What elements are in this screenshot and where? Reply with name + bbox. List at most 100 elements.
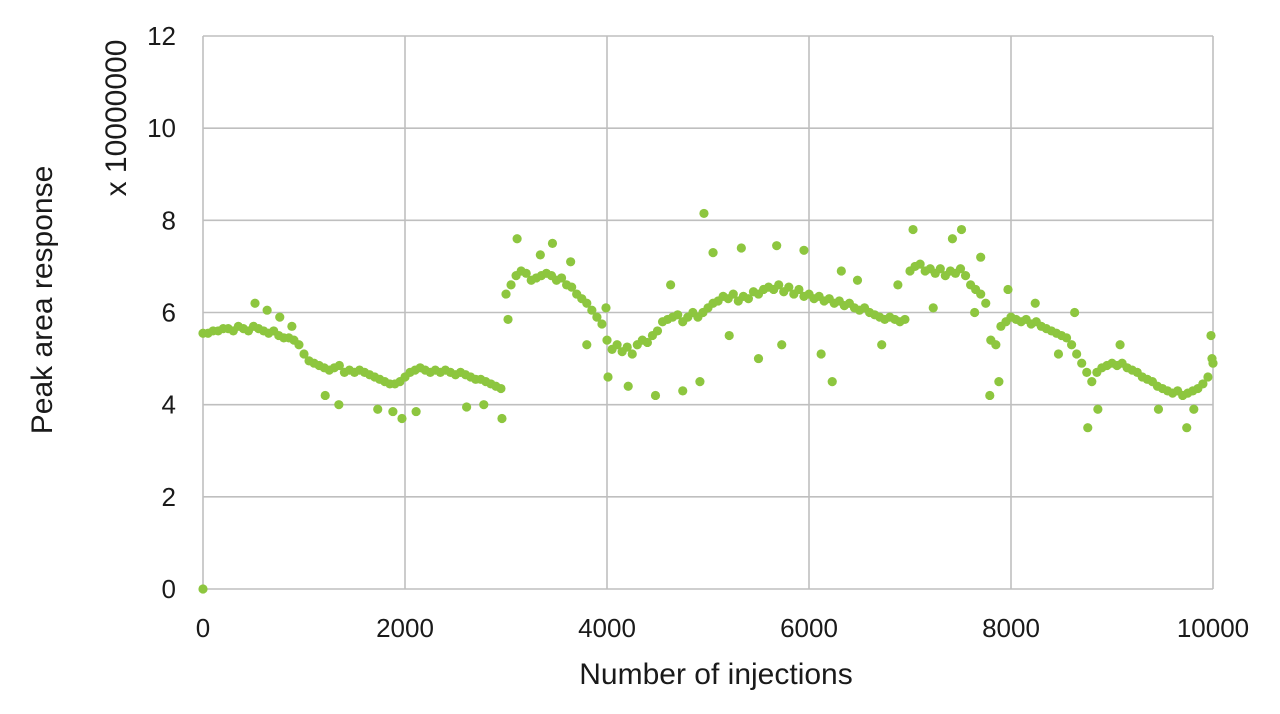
data-points [198, 208, 1218, 594]
data-point [695, 377, 705, 387]
data-point [708, 247, 718, 258]
data-point [673, 310, 683, 320]
y-axis-title: Peak area response [26, 166, 59, 435]
data-point [642, 337, 653, 348]
data-point [462, 402, 472, 412]
data-point [827, 377, 837, 387]
data-point [1070, 307, 1080, 318]
data-point [602, 335, 612, 345]
data-point [985, 390, 995, 401]
data-point [622, 342, 632, 352]
y-tick-label: 10 [147, 113, 176, 143]
data-point [198, 584, 208, 594]
data-point [956, 224, 967, 235]
data-point [928, 303, 938, 313]
data-point [287, 321, 297, 331]
data-point [320, 390, 330, 401]
data-point [652, 326, 663, 336]
data-point [612, 340, 622, 350]
data-point [299, 349, 309, 359]
data-point [743, 294, 754, 304]
data-point [1003, 284, 1013, 295]
data-point [877, 340, 887, 350]
data-point [294, 340, 304, 350]
data-point [567, 282, 577, 292]
data-point [582, 340, 592, 350]
data-point [597, 319, 607, 329]
data-point [1153, 404, 1164, 414]
data-point [753, 353, 764, 364]
data-point [650, 390, 661, 401]
data-point [852, 275, 863, 285]
y-tick-label: 2 [162, 482, 176, 512]
y-tick-label: 6 [162, 298, 176, 328]
data-point [976, 252, 986, 262]
data-point [627, 349, 637, 359]
data-point [388, 406, 398, 417]
y-tick-label: 4 [162, 390, 176, 420]
x-axis-title: Number of injections [579, 658, 852, 691]
x-tick-label: 4000 [578, 613, 636, 643]
data-point [970, 307, 980, 318]
data-point [497, 413, 507, 424]
data-point [699, 208, 709, 219]
data-point [784, 282, 794, 292]
data-point [836, 266, 846, 276]
data-point [1053, 349, 1064, 359]
data-point [411, 406, 421, 417]
data-point [777, 340, 787, 350]
data-point [556, 273, 567, 283]
y-tick-label: 0 [162, 574, 176, 604]
data-point [935, 264, 945, 274]
x-tick-label: 6000 [780, 613, 838, 643]
data-point [1061, 333, 1072, 343]
data-point [1087, 377, 1097, 387]
x-axis-tick-labels: 0 2000 4000 6000 8000 10000 [196, 613, 1249, 643]
data-point [1083, 423, 1093, 433]
data-point [547, 238, 558, 248]
data-point [1198, 379, 1208, 389]
data-point [799, 245, 809, 255]
data-point [981, 298, 991, 308]
x-tick-label: 0 [196, 613, 210, 643]
data-point [991, 340, 1001, 350]
data-point [893, 280, 903, 290]
x-tick-label: 8000 [982, 613, 1040, 643]
data-point [566, 257, 576, 267]
data-point [666, 280, 676, 290]
data-point [955, 264, 966, 274]
data-point [275, 312, 285, 322]
data-point [1077, 358, 1087, 368]
data-point [535, 250, 545, 260]
data-point [678, 386, 688, 396]
data-point [623, 381, 633, 391]
data-point [1082, 367, 1092, 378]
data-point [728, 289, 738, 299]
data-point [501, 289, 511, 299]
data-point [506, 280, 516, 290]
data-point [1072, 349, 1082, 359]
data-point [582, 298, 592, 308]
data-point [521, 268, 531, 278]
data-point [1093, 404, 1103, 414]
data-point [1115, 340, 1125, 350]
data-point [334, 400, 344, 410]
data-point [1182, 423, 1192, 433]
data-point [496, 383, 506, 394]
data-point [250, 298, 260, 308]
data-point [1203, 372, 1213, 382]
data-point [915, 259, 925, 269]
data-point [601, 303, 611, 313]
data-point [947, 234, 958, 244]
data-point [794, 284, 804, 295]
data-point [1206, 330, 1216, 341]
data-point [774, 280, 784, 290]
y-tick-label: 8 [162, 205, 176, 235]
data-point [603, 372, 613, 382]
data-point [262, 305, 272, 315]
data-point [1067, 340, 1077, 350]
data-point [772, 241, 782, 251]
data-point [976, 289, 986, 299]
